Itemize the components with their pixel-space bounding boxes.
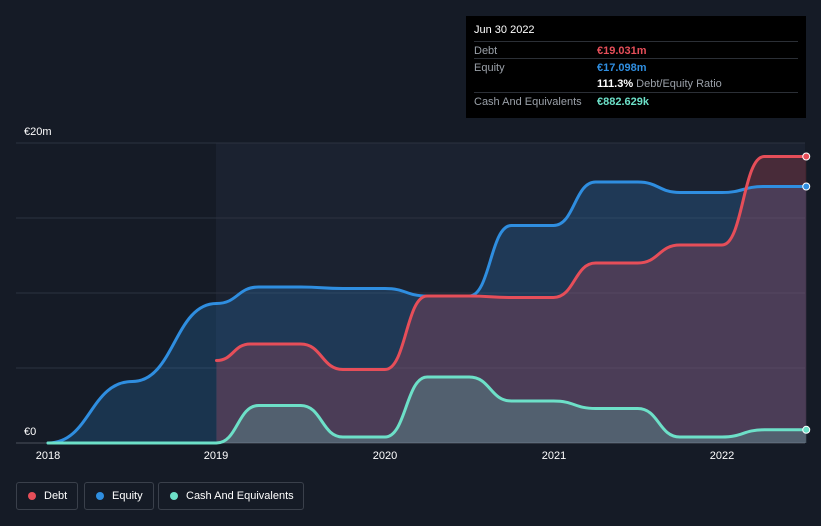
debt-line (215, 155, 808, 371)
legend-equity-label: Equity (112, 490, 143, 502)
tooltip-cash-value: €882.629k (597, 96, 649, 108)
tooltip-ratio-label: Debt/Equity Ratio (636, 78, 722, 90)
tooltip-cash-label: Cash And Equivalents (474, 96, 582, 108)
x-tick-2018: 2018 (35, 450, 61, 462)
debt-legend-dot-icon (28, 492, 36, 500)
data-tooltip: Jun 30 2022 Debt €19.031m Equity €17.098… (466, 16, 806, 118)
legend-debt-label: Debt (44, 490, 68, 502)
tooltip-row-ratio: 111.3% Debt/Equity Ratio (474, 75, 798, 92)
equity-area (48, 182, 807, 443)
y-axis-label-zero: €0 (24, 426, 37, 438)
series-endpoints (802, 152, 811, 434)
legend-cash-label: Cash And Equivalents (186, 490, 294, 502)
tooltip-ratio-value: 111.3% (597, 78, 634, 90)
cash-endpoint (802, 425, 811, 434)
legend-item-debt[interactable]: Debt (16, 482, 78, 510)
tooltip-row-equity: Equity €17.098m (474, 58, 798, 76)
x-tick-2021: 2021 (541, 450, 567, 462)
legend-item-equity[interactable]: Equity (84, 482, 154, 510)
debt-area (216, 156, 807, 443)
y-axis-label-max: €20m (24, 126, 52, 138)
legend-item-cash[interactable]: Cash And Equivalents (158, 482, 304, 510)
tooltip-debt-label: Debt (474, 45, 498, 57)
x-tick-2020: 2020 (372, 450, 398, 462)
tooltip-date: Jun 30 2022 (474, 24, 535, 36)
equity-endpoint (802, 182, 811, 191)
equity-legend-dot-icon (96, 492, 104, 500)
tooltip-debt-value: €19.031m (597, 45, 647, 57)
tooltip-row-debt: Debt €19.031m (474, 41, 798, 59)
tooltip-ratio: 111.3% Debt/Equity Ratio (597, 78, 722, 90)
cash-line (46, 375, 808, 445)
tooltip-row-cash: Cash And Equivalents €882.629k (474, 92, 798, 110)
debt-endpoint (802, 152, 811, 161)
cash-legend-dot-icon (170, 492, 178, 500)
series-lines (46, 155, 808, 445)
x-tick-2022: 2022 (709, 450, 735, 462)
tooltip-equity-value: €17.098m (597, 62, 647, 74)
tooltip-equity-label: Equity (474, 62, 505, 74)
x-tick-2019: 2019 (203, 450, 229, 462)
